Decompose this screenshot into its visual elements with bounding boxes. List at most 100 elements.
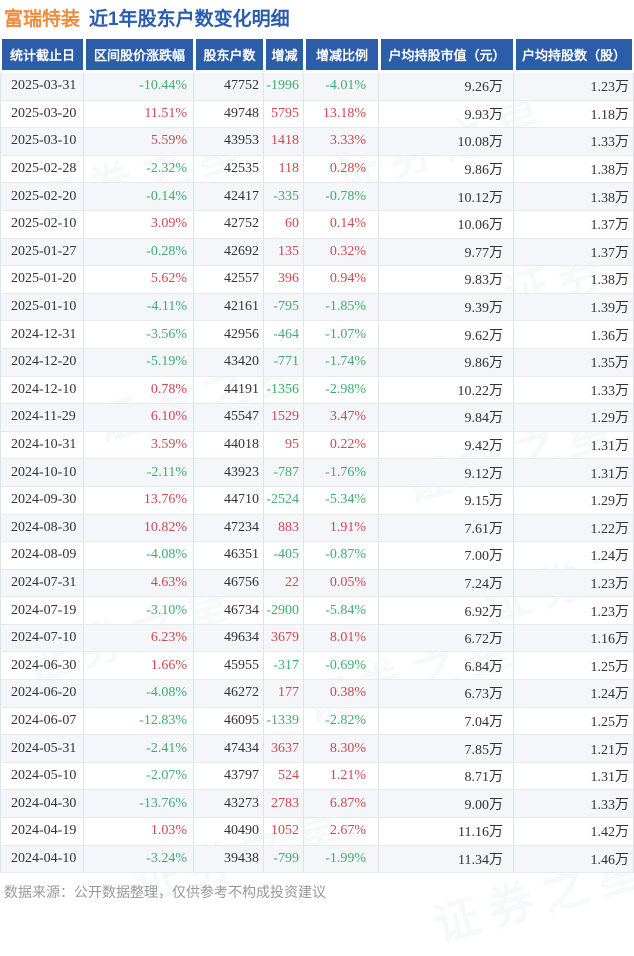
cell-date: 2024-05-10 (0, 762, 83, 791)
cell-holder-count: 40490 (193, 818, 263, 846)
cell-avg-market-value: 7.00万 (378, 542, 513, 570)
cell-holder-count: 42161 (193, 293, 263, 322)
cell-change: -2900 (263, 597, 303, 625)
table-row: 2024-04-30 -13.76% 43273 2783 6.87% 9.00万 1.33… (0, 790, 634, 819)
cell-date: 2024-04-19 (0, 818, 83, 846)
cell-holder-count: 46272 (193, 680, 263, 708)
stock-name: 富瑞特装 (4, 9, 81, 30)
cell-avg-market-value: 7.24万 (378, 569, 513, 598)
cell-price-change: 13.76% (83, 486, 193, 515)
cell-holder-count: 42535 (193, 155, 263, 184)
cell-date: 2024-07-31 (0, 569, 83, 598)
table-row: 2024-04-19 1.03% 40490 1052 2.67% 11.16万 1.42万 (0, 818, 634, 846)
cell-change-ratio: 3.33% (303, 128, 378, 156)
cell-price-change: 6.10% (83, 404, 193, 432)
cell-holder-count: 43273 (193, 790, 263, 819)
cell-holder-count: 46095 (193, 707, 263, 736)
cell-date: 2024-12-31 (0, 321, 83, 349)
table-row: 2024-09-30 13.76% 44710 -2524 -5.34% 9.15万 1.2… (0, 486, 634, 515)
cell-change: -317 (263, 652, 303, 681)
cell-date: 2024-07-19 (0, 597, 83, 625)
cell-avg-shares: 1.23万 (513, 569, 634, 598)
cell-price-change: 1.03% (83, 818, 193, 846)
cell-change: 60 (263, 210, 303, 239)
cell-change-ratio: 0.14% (303, 210, 378, 239)
cell-change: 2783 (263, 790, 303, 819)
cell-change-ratio: -2.98% (303, 376, 378, 405)
cell-change: 118 (263, 155, 303, 184)
table-row: 2024-06-07 -12.83% 46095 -1339 -2.82% 7.04万 1.… (0, 707, 634, 736)
cell-holder-count: 44018 (193, 431, 263, 460)
cell-avg-shares: 1.46万 (513, 845, 634, 874)
cell-holder-count: 49748 (193, 100, 263, 129)
cell-change: 177 (263, 680, 303, 708)
cell-price-change: -10.44% (83, 73, 193, 101)
cell-avg-market-value: 9.62万 (378, 321, 513, 349)
cell-change: 3679 (263, 624, 303, 653)
cell-avg-market-value: 9.00万 (378, 790, 513, 819)
cell-price-change: 5.59% (83, 128, 193, 156)
cell-date: 2024-06-30 (0, 652, 83, 681)
cell-avg-shares: 1.21万 (513, 735, 634, 763)
cell-change-ratio: -1.74% (303, 348, 378, 377)
cell-date: 2024-06-20 (0, 680, 83, 708)
cell-change-ratio: 1.21% (303, 762, 378, 791)
cell-avg-market-value: 9.86万 (378, 155, 513, 184)
page-title: 富瑞特装 近1年股东户数变化明细 (0, 0, 634, 39)
cell-avg-market-value: 9.15万 (378, 486, 513, 515)
cell-date: 2024-12-20 (0, 348, 83, 377)
cell-avg-shares: 1.24万 (513, 680, 634, 708)
cell-avg-shares: 1.29万 (513, 486, 634, 515)
cell-change: 5795 (263, 100, 303, 129)
cell-avg-shares: 1.38万 (513, 183, 634, 211)
cell-change: 396 (263, 266, 303, 294)
cell-date: 2025-03-20 (0, 100, 83, 129)
cell-date: 2024-11-29 (0, 404, 83, 432)
table-row: 2025-01-27 -0.28% 42692 135 0.32% 9.77万 1.37万 (0, 238, 634, 267)
cell-avg-shares: 1.23万 (513, 73, 634, 101)
table-row: 2024-07-10 6.23% 49634 3679 8.01% 6.72万 1.16万 (0, 624, 634, 653)
cell-holder-count: 46351 (193, 542, 263, 570)
cell-date: 2024-08-09 (0, 542, 83, 570)
cell-avg-market-value: 11.34万 (378, 845, 513, 874)
column-header-change: 增减 (263, 39, 303, 73)
cell-date: 2024-04-10 (0, 845, 83, 874)
cell-avg-shares: 1.39万 (513, 293, 634, 322)
cell-avg-shares: 1.31万 (513, 431, 634, 460)
column-header-date: 统计截止日 (0, 39, 83, 73)
cell-avg-shares: 1.37万 (513, 238, 634, 267)
cell-holder-count: 45547 (193, 404, 263, 432)
cell-change: 22 (263, 569, 303, 598)
cell-holder-count: 47234 (193, 514, 263, 543)
cell-change-ratio: 13.18% (303, 100, 378, 129)
cell-change-ratio: 0.05% (303, 569, 378, 598)
cell-date: 2024-10-31 (0, 431, 83, 460)
column-header-holder-count: 股东户数 (193, 39, 263, 73)
cell-avg-shares: 1.42万 (513, 818, 634, 846)
cell-change: -1339 (263, 707, 303, 736)
cell-avg-market-value: 9.86万 (378, 348, 513, 377)
cell-avg-market-value: 7.85万 (378, 735, 513, 763)
cell-avg-shares: 1.22万 (513, 514, 634, 543)
cell-price-change: -3.56% (83, 321, 193, 349)
cell-price-change: -4.11% (83, 293, 193, 322)
cell-date: 2024-04-30 (0, 790, 83, 819)
table-row: 2024-06-20 -4.08% 46272 177 0.38% 6.73万 1.24万 (0, 680, 634, 708)
table-row: 2024-05-10 -2.07% 43797 524 1.21% 8.71万 1.31万 (0, 762, 634, 791)
cell-change-ratio: 8.30% (303, 735, 378, 763)
table-row: 2024-08-09 -4.08% 46351 -405 -0.87% 7.00万 1.24… (0, 542, 634, 570)
cell-change-ratio: -0.69% (303, 652, 378, 681)
cell-avg-shares: 1.18万 (513, 100, 634, 129)
cell-price-change: 1.66% (83, 652, 193, 681)
cell-avg-shares: 1.23万 (513, 597, 634, 625)
table-row: 2024-08-30 10.82% 47234 883 1.91% 7.61万 1.22万 (0, 514, 634, 543)
cell-change-ratio: 0.28% (303, 155, 378, 184)
cell-avg-shares: 1.35万 (513, 348, 634, 377)
cell-change: 1052 (263, 818, 303, 846)
cell-price-change: -5.19% (83, 348, 193, 377)
cell-avg-market-value: 9.39万 (378, 293, 513, 322)
cell-avg-shares: 1.33万 (513, 376, 634, 405)
cell-change: -405 (263, 542, 303, 570)
cell-price-change: 5.62% (83, 266, 193, 294)
cell-date: 2024-07-10 (0, 624, 83, 653)
